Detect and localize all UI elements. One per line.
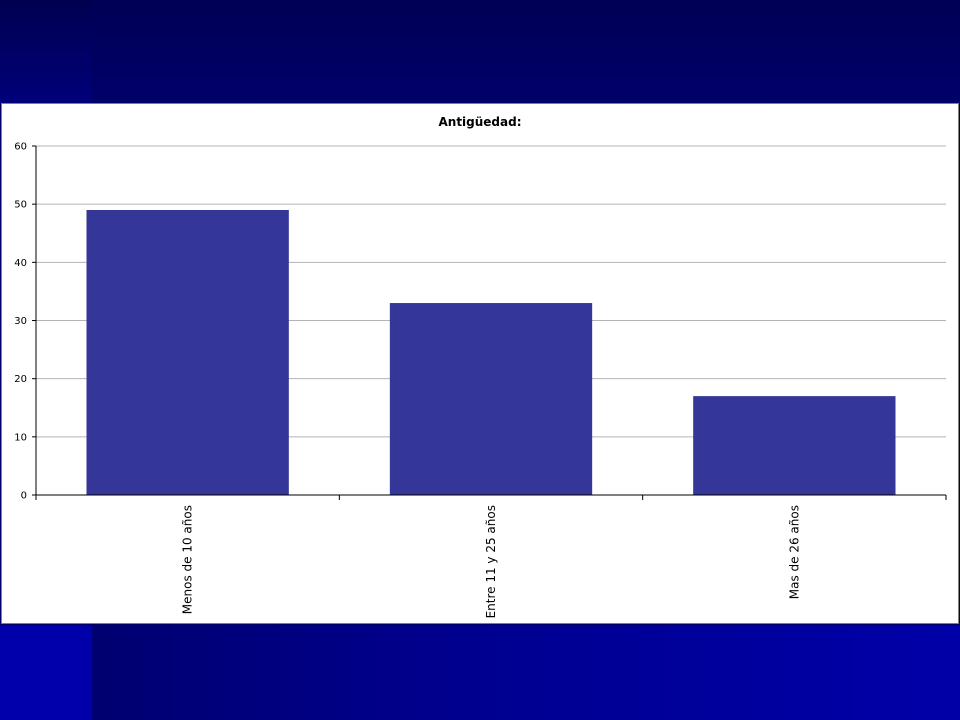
x-category-label: Mas de 26 años [787, 505, 801, 599]
slide-background-bottom [0, 625, 960, 720]
bar [693, 396, 896, 495]
y-tick-label: 10 [14, 432, 27, 443]
x-category-label: Entre 11 y 25 años [484, 505, 498, 618]
bar [86, 209, 289, 495]
x-category-label: Menos de 10 años [181, 505, 195, 614]
y-tick-label: 60 [14, 142, 27, 153]
y-tick-label: 0 [21, 491, 27, 502]
bars [86, 209, 896, 495]
bar-chart: Antigüedad: 0 10 20 30 40 50 60 Menos de 10 año… [14, 115, 947, 619]
tick-labels: 0 10 20 30 40 50 60 Menos de 10 años Entre 11 y … [14, 142, 801, 619]
slide-background-top [0, 0, 960, 103]
bar [389, 303, 593, 495]
y-tick-label: 50 [14, 200, 27, 211]
chart-panel: Antigüedad: 0 10 20 30 40 50 60 Menos de 10 año… [1, 103, 959, 624]
axes [32, 145, 947, 500]
y-tick-label: 30 [14, 316, 27, 327]
chart-title: Antigüedad: [438, 115, 521, 129]
y-tick-label: 40 [14, 258, 27, 269]
y-tick-label: 20 [14, 374, 27, 385]
slide-background-left-strip [0, 0, 92, 103]
